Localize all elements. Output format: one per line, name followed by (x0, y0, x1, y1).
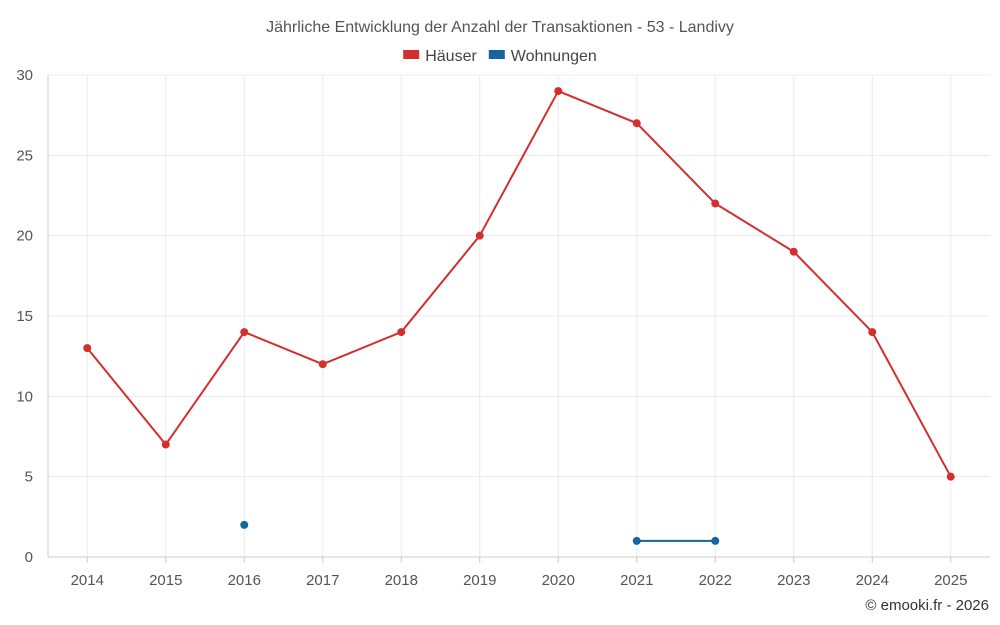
data-point-wohnungen[interactable] (711, 536, 720, 545)
x-tick-label: 2021 (620, 572, 653, 589)
y-tick-label: 5 (25, 469, 33, 486)
data-point-haeuser[interactable] (318, 360, 327, 369)
x-tick-label: 2020 (542, 572, 575, 589)
data-point-haeuser[interactable] (554, 87, 563, 96)
legend-label-wohnungen: Wohnungen (511, 48, 597, 65)
data-point-wohnungen[interactable] (632, 536, 641, 545)
series-group (83, 87, 955, 545)
series-wohnungen (240, 520, 720, 545)
x-tick-label: 2014 (71, 572, 104, 589)
x-tick-label: 2018 (385, 572, 418, 589)
data-point-haeuser[interactable] (946, 472, 955, 481)
y-tick-label: 25 (16, 147, 33, 164)
x-tick-label: 2017 (306, 572, 339, 589)
y-axis-ticks: 0 5 10 15 20 25 30 (16, 67, 33, 566)
data-point-haeuser[interactable] (632, 119, 641, 128)
axes (47, 75, 990, 558)
legend-label-haeuser: Häuser (425, 48, 477, 65)
x-tick-label: 2024 (856, 572, 889, 589)
data-point-haeuser[interactable] (240, 328, 249, 337)
legend-item-haeuser[interactable]: Häuser (403, 48, 477, 65)
series-haeuser (83, 87, 955, 481)
y-tick-label: 10 (16, 388, 33, 405)
y-tick-label: 30 (16, 67, 33, 84)
data-point-haeuser[interactable] (868, 328, 877, 337)
legend-swatch-haeuser (403, 50, 420, 59)
grid-lines (48, 74, 990, 557)
y-tick-label: 15 (16, 308, 33, 325)
x-tick-label: 2022 (699, 572, 732, 589)
legend: Häuser Wohnungen (403, 48, 597, 65)
data-point-haeuser[interactable] (475, 231, 484, 240)
legend-swatch-wohnungen (488, 50, 505, 59)
chart-title: Jährliche Entwicklung der Anzahl der Tra… (266, 19, 734, 36)
y-tick-label: 0 (25, 549, 33, 566)
x-tick-label: 2015 (149, 572, 182, 589)
y-tick-label: 20 (16, 228, 33, 245)
data-point-haeuser[interactable] (711, 199, 720, 208)
legend-item-wohnungen[interactable]: Wohnungen (488, 48, 597, 65)
credit-text: © emooki.fr - 2026 (865, 597, 989, 614)
data-point-wohnungen[interactable] (240, 520, 249, 529)
data-point-haeuser[interactable] (397, 328, 406, 337)
x-tick-label: 2019 (463, 572, 496, 589)
x-axis-ticks: 2014 2015 2016 2017 2018 2019 2020 2021 2022 2023… (71, 557, 967, 589)
x-tick-label: 2023 (777, 572, 810, 589)
series-line-haeuser (86, 90, 952, 478)
x-tick-label: 2025 (934, 572, 967, 589)
data-point-haeuser[interactable] (161, 440, 170, 449)
x-tick-label: 2016 (228, 572, 261, 589)
data-point-haeuser[interactable] (83, 344, 92, 353)
data-point-haeuser[interactable] (789, 247, 798, 256)
